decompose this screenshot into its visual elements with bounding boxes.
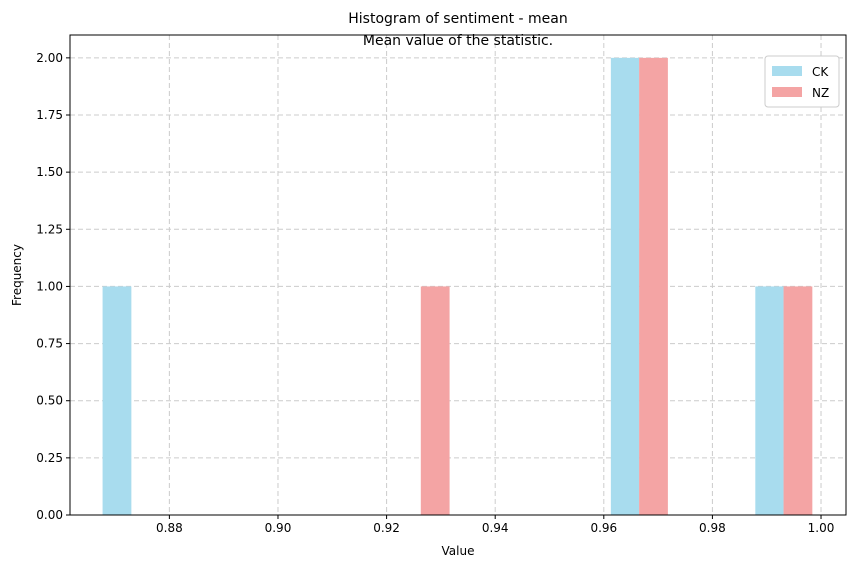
y-tick-label: 1.00 xyxy=(36,279,63,293)
legend-swatch-nz xyxy=(772,87,802,97)
y-axis-label: Frequency xyxy=(10,244,24,306)
grid xyxy=(70,35,846,516)
bar-nz xyxy=(639,57,668,515)
x-tick-label: 1.00 xyxy=(808,521,835,535)
plot-area-frame xyxy=(69,34,847,516)
legend-label-ck: CK xyxy=(812,65,829,79)
x-tick-label: 0.98 xyxy=(699,521,726,535)
y-tick-label: 0.75 xyxy=(36,337,63,351)
x-tick-label: 0.88 xyxy=(156,521,183,535)
y-tick-label: 0.50 xyxy=(36,394,63,408)
y-tick-label: 1.75 xyxy=(36,108,63,122)
bar-nz xyxy=(420,286,450,515)
y-tick-label: 1.25 xyxy=(36,222,63,236)
bar-nz xyxy=(783,286,813,515)
x-tick-label: 0.94 xyxy=(482,521,509,535)
y-axis: 0.00 0.25 0.50 0.75 1.00 1.25 1.50 1.75 2.00 xyxy=(36,51,70,522)
legend: CK NZ xyxy=(764,55,840,108)
bar-ck xyxy=(755,286,784,515)
x-tick-label: 0.90 xyxy=(265,521,292,535)
bar-ck xyxy=(102,286,132,515)
y-tick-label: 0.25 xyxy=(36,451,63,465)
x-axis-label: Value xyxy=(442,544,475,558)
x-tick-label: 0.92 xyxy=(373,521,400,535)
y-tick-label: 1.50 xyxy=(36,165,63,179)
legend-label-nz: NZ xyxy=(812,86,829,100)
bar-ck xyxy=(610,57,640,515)
legend-swatch-ck xyxy=(772,66,802,76)
chart-title: Histogram of sentiment - mean xyxy=(348,11,567,27)
bars xyxy=(102,57,813,515)
y-tick-label: 2.00 xyxy=(36,51,63,65)
chart-subtitle: Mean value of the statistic. xyxy=(363,33,553,49)
y-tick-label: 0.00 xyxy=(36,508,63,522)
x-tick-label: 0.96 xyxy=(590,521,617,535)
x-axis: 0.88 0.90 0.92 0.94 0.96 0.98 1.00 xyxy=(156,515,834,535)
